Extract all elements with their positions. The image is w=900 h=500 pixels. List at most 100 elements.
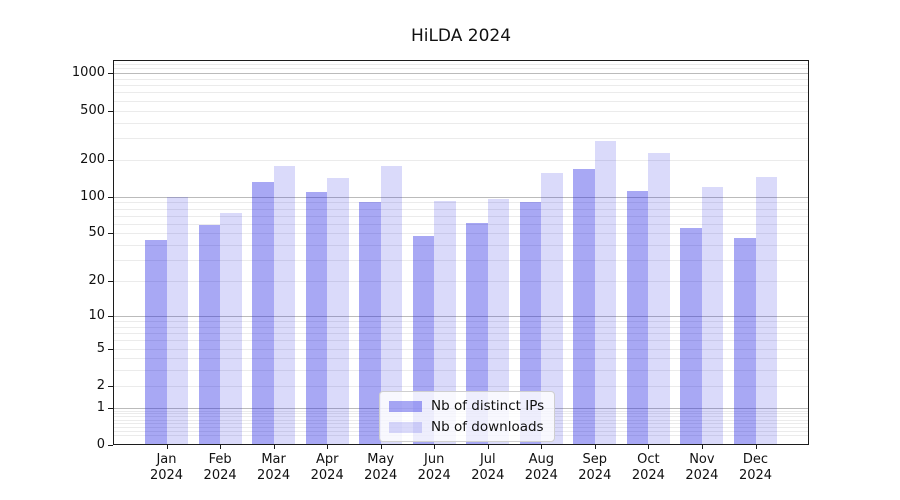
bar-nb-of-distinct-ips-may: [359, 201, 381, 445]
minor-gridline: [113, 208, 809, 210]
minor-gridline: [113, 245, 809, 247]
bar-nb-of-distinct-ips-aug: [519, 202, 542, 445]
x-tick: [594, 445, 596, 449]
y-tick-label: 10: [88, 308, 105, 323]
minor-gridline: [113, 348, 809, 350]
minor-gridline: [113, 122, 809, 124]
x-tick: [755, 445, 757, 449]
minor-gridline: [113, 137, 809, 139]
x-tick-label: Jan 2024: [149, 452, 184, 483]
bar-nb-of-distinct-ips-jan: [145, 240, 167, 445]
bar-nb-of-downloads-may: [380, 165, 403, 445]
legend-swatch-nb-of-distinct-ips: [389, 400, 422, 412]
bar-nb-of-distinct-ips-apr: [305, 191, 328, 445]
minor-gridline: [113, 358, 809, 360]
legend-row: Nb of distinct IPs: [389, 398, 544, 414]
x-tick: [380, 445, 382, 449]
x-tick-label: Apr 2024: [310, 452, 344, 483]
x-tick-label: May 2024: [364, 452, 398, 483]
minor-gridline: [113, 326, 809, 328]
bar-nb-of-distinct-ips-sep: [573, 169, 595, 445]
x-tick: [273, 445, 275, 449]
x-tick: [166, 445, 168, 449]
bar-nb-of-distinct-ips-dec: [734, 237, 756, 445]
minor-gridline: [113, 223, 809, 225]
y-tick-label: 1000: [71, 65, 105, 81]
y-tick-label: 1: [96, 399, 105, 415]
minor-gridline: [113, 92, 809, 94]
bar-nb-of-distinct-ips-mar: [252, 182, 274, 445]
bar-nb-of-downloads-aug: [541, 172, 563, 445]
bar-nb-of-downloads-dec: [755, 176, 777, 445]
x-tick-label: Oct 2024: [631, 452, 665, 483]
minor-gridline: [113, 85, 809, 87]
legend-swatch-nb-of-downloads: [389, 421, 422, 433]
y-tick-label: 200: [80, 151, 105, 167]
legend: Nb of distinct IPs Nb of downloads: [379, 391, 556, 442]
y-tick-label: 50: [88, 225, 105, 241]
minor-gridline: [113, 260, 809, 262]
bar-nb-of-downloads-jun: [434, 200, 456, 445]
minor-gridline: [113, 78, 809, 80]
bar-nb-of-distinct-ips-feb: [198, 224, 221, 445]
y-tick: [108, 385, 113, 387]
y-tick: [108, 233, 113, 235]
x-tick-label: Aug 2024: [524, 452, 558, 483]
bar-nb-of-downloads-sep: [594, 141, 617, 445]
minor-gridline: [113, 370, 809, 372]
y-tick-label: 5: [96, 340, 105, 356]
minor-gridline: [113, 340, 809, 342]
legend-row: Nb of downloads: [389, 419, 544, 435]
x-tick: [487, 445, 489, 449]
bar-nb-of-downloads-jan: [166, 196, 188, 445]
x-tick: [541, 445, 543, 449]
minor-gridline: [113, 333, 809, 335]
bar-nb-of-distinct-ips-jul: [466, 222, 488, 445]
bar-nb-of-downloads-nov: [701, 187, 724, 445]
y-tick: [108, 281, 113, 283]
x-tick: [434, 445, 436, 449]
bar-nb-of-downloads-feb: [220, 212, 242, 445]
minor-gridline: [113, 281, 809, 283]
major-gridline: [113, 316, 809, 317]
minor-gridline: [113, 110, 809, 112]
x-tick: [701, 445, 703, 449]
y-tick: [108, 159, 113, 161]
y-tick-label: 0: [96, 437, 105, 452]
bar-nb-of-downloads-apr: [327, 178, 349, 445]
x-tick: [648, 445, 650, 449]
x-tick-label: Jun 2024: [417, 452, 451, 483]
bar-nb-of-downloads-mar: [273, 165, 296, 445]
plot-area: [113, 60, 809, 445]
y-tick: [108, 73, 113, 75]
x-tick: [220, 445, 222, 449]
major-gridline: [113, 196, 809, 198]
y-tick: [108, 348, 113, 350]
y-tick-label: 20: [88, 273, 105, 289]
bar-nb-of-distinct-ips-nov: [680, 228, 702, 445]
y-tick-label: 2: [96, 377, 105, 393]
minor-gridline: [113, 385, 809, 387]
chart-title: HiLDA 2024: [410, 26, 512, 46]
legend-label: Nb of downloads: [431, 419, 544, 435]
x-tick-label: Sep 2024: [578, 452, 612, 483]
y-tick: [108, 407, 113, 409]
x-tick-label: Jul 2024: [471, 452, 505, 483]
minor-gridline: [113, 159, 809, 161]
y-tick: [108, 445, 113, 446]
minor-gridline: [113, 215, 809, 217]
y-tick-label: 100: [80, 188, 105, 204]
y-tick-label: 500: [80, 102, 105, 118]
y-tick: [108, 316, 113, 317]
minor-gridline: [113, 321, 809, 323]
y-tick: [108, 196, 113, 198]
x-tick: [327, 445, 329, 449]
major-gridline: [113, 73, 809, 75]
bar-nb-of-distinct-ips-oct: [626, 190, 649, 445]
x-tick-label: Feb 2024: [203, 452, 237, 483]
bar-nb-of-downloads-oct: [648, 152, 670, 445]
minor-gridline: [113, 68, 809, 70]
y-tick: [108, 110, 113, 112]
x-tick-label: Nov 2024: [685, 452, 719, 483]
